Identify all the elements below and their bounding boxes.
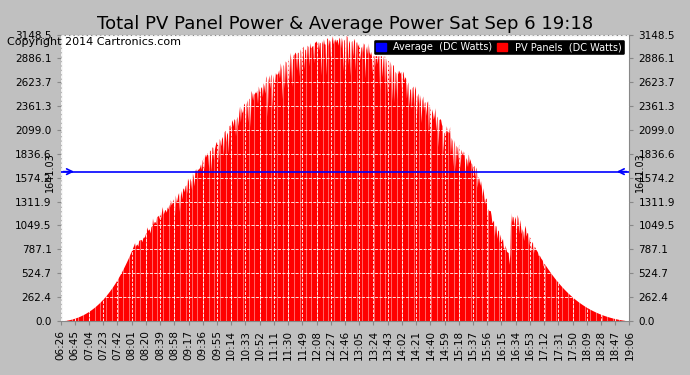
Text: 1641.03: 1641.03: [635, 152, 645, 192]
Text: 1641.03: 1641.03: [45, 152, 55, 192]
Legend: Average  (DC Watts), PV Panels  (DC Watts): Average (DC Watts), PV Panels (DC Watts): [373, 39, 624, 55]
Title: Total PV Panel Power & Average Power Sat Sep 6 19:18: Total PV Panel Power & Average Power Sat…: [97, 15, 593, 33]
Text: Copyright 2014 Cartronics.com: Copyright 2014 Cartronics.com: [7, 37, 181, 47]
